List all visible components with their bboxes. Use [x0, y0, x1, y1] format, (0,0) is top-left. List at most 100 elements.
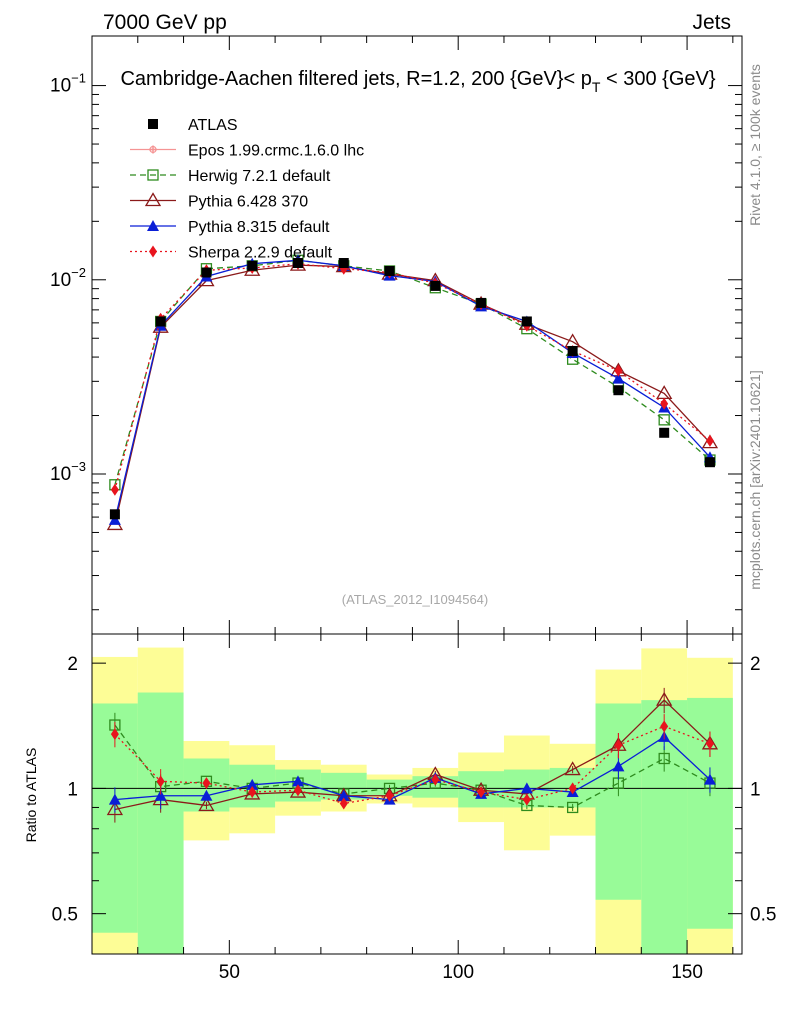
ratio-series-3: [108, 724, 716, 813]
series-point-4: [660, 397, 669, 410]
series-point-4: [110, 483, 119, 496]
ratio-point-2: [106, 801, 124, 816]
chart-title-post: < 300 {GeV}: [600, 68, 715, 90]
ratio-point-4: [248, 786, 257, 799]
ratio-point-4: [660, 720, 669, 733]
analysis-id: (ATLAS_2012_I1094564): [342, 592, 488, 607]
series-line-4: [114, 263, 711, 490]
header-left: 7000 GeV pp: [103, 11, 227, 34]
ratio-line-3: [114, 736, 711, 801]
data-point: [430, 280, 441, 291]
legend-label-3: Pythia 8.315 default: [188, 219, 330, 236]
ratio-plot-frame: [91, 633, 743, 955]
series-4: [110, 257, 714, 496]
x-tick-label: 50: [219, 962, 240, 983]
ratio-point-3: [291, 775, 304, 787]
data-point: [521, 316, 532, 327]
ratio-y-tick-label-right: 0.5: [750, 905, 776, 926]
series-line-3: [114, 259, 711, 521]
ratio-series-4: [110, 714, 714, 810]
ratio-point-2: [564, 761, 581, 776]
chart-title-sub: T: [592, 79, 601, 95]
data-point: [292, 258, 303, 269]
ratio-point-4: [156, 775, 165, 788]
main-y-tick-base: 10: [50, 464, 71, 485]
green-band-bin: [595, 703, 642, 900]
ratio-point-3: [154, 789, 167, 801]
rivet-label: Rivet 4.1.0, ≥ 100k events: [747, 64, 763, 226]
ratio-y-tick-label-left: 0.5: [52, 905, 78, 926]
series-point-4: [614, 364, 623, 377]
legend-item-data: ATLAS: [148, 117, 238, 134]
ratio-line-2: [114, 699, 711, 811]
data-point: [704, 457, 715, 468]
mcplots-label: mcplots.cern.ch [arXiv:2401.10621]: [747, 370, 763, 589]
ratio-point-4: [385, 789, 394, 802]
ratio-y-tick-label-left: 1: [67, 779, 78, 800]
main-y-tick-label: 10−1: [50, 71, 86, 97]
legend: ATLAS Epos 1.99.crmc.1.6.0 lhc Herwig 7.2.…: [130, 117, 364, 262]
ratio-y-tick-label-right: 1: [750, 779, 761, 800]
data-point: [659, 427, 670, 438]
data-point: [155, 316, 166, 327]
ratio-point-4: [522, 793, 531, 806]
series-point-3: [612, 372, 625, 384]
header-right: Jets: [692, 11, 731, 34]
legend-label-2: Pythia 6.428 370: [188, 194, 308, 211]
series-layer: [106, 254, 719, 531]
ratio-point-4: [110, 728, 119, 741]
legend-label-1: Herwig 7.2.1 default: [188, 168, 331, 185]
ratio-point-4: [431, 773, 440, 786]
main-axes-ticks: 10−110−210−3: [50, 36, 742, 634]
main-y-tick-exp: −1: [71, 71, 86, 86]
main-y-tick-base: 10: [50, 76, 71, 97]
data-point: [613, 385, 624, 396]
legend-label-0: Epos 1.99.crmc.1.6.0 lhc: [188, 143, 364, 160]
x-tick-label: 100: [442, 962, 474, 983]
ratio-point-4: [568, 782, 577, 795]
ratio-ylabel: Ratio to ATLAS: [23, 748, 39, 843]
series-point-3: [108, 513, 121, 525]
ratio-axes-ticks: 0.5 0.5 1 1 2 2 50 100 150: [52, 634, 776, 983]
main-y-tick-exp: −2: [71, 265, 86, 280]
series-2: [106, 256, 719, 531]
ratio-point-3: [108, 793, 121, 805]
ratio-point-4: [705, 737, 714, 750]
legend-label-4: Sherpa 2.2.9 default: [188, 245, 333, 262]
legend-item-1: Herwig 7.2.1 default: [130, 168, 331, 185]
ratio-line-4: [114, 725, 711, 805]
ratio-point-2: [289, 783, 307, 798]
legend-marker-0-ring: [149, 145, 157, 154]
ratio-point-2: [244, 785, 261, 800]
ratio-point-1: [658, 752, 670, 765]
ratio-point-3: [612, 760, 625, 772]
main-y-tick-base: 10: [50, 270, 71, 291]
ratio-series-layer: [106, 687, 719, 823]
main-y-tick-label: 10−2: [50, 265, 86, 291]
legend-marker-1: [147, 169, 159, 181]
x-tick-label: 150: [671, 962, 703, 983]
ratio-point-4: [202, 777, 211, 790]
data-point: [476, 297, 487, 308]
ratio-uncertainty-bands: [92, 647, 742, 954]
legend-item-4: Sherpa 2.2.9 default: [130, 245, 333, 262]
data-point: [247, 260, 258, 271]
ratio-y-tick-label-left: 2: [67, 654, 78, 675]
series-line-1: [114, 259, 711, 485]
legend-marker-2: [144, 192, 162, 207]
series-point-1: [658, 414, 670, 426]
ratio-point-3: [703, 773, 716, 785]
ratio-point-1: [566, 801, 579, 814]
data-point: [384, 265, 395, 276]
ratio-point-3: [200, 789, 213, 801]
ratio-point-4: [293, 784, 302, 797]
ratio-point-3: [246, 778, 259, 790]
series-point-2: [656, 385, 673, 400]
ratio-point-2: [656, 691, 673, 706]
main-y-tick-label: 10−3: [50, 459, 86, 485]
legend-item-2: Pythia 6.428 370: [130, 192, 308, 211]
ratio-point-4: [614, 739, 623, 752]
data-point: [338, 258, 349, 269]
legend-marker-data: [148, 119, 158, 129]
